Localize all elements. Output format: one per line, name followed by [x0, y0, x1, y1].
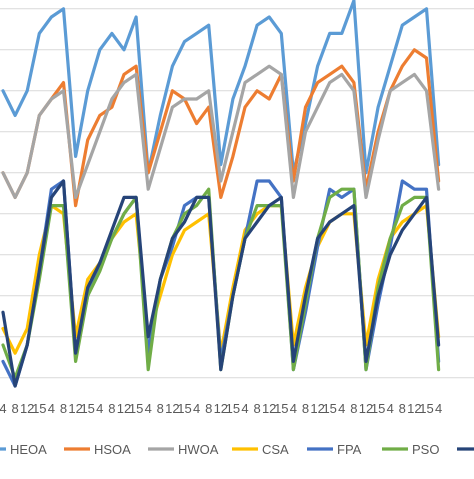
- x-tick-label: 15: [80, 401, 94, 416]
- x-tick-label: 15: [226, 401, 240, 416]
- x-tick-label: 15: [322, 401, 336, 416]
- x-tick-label: 12: [407, 401, 421, 416]
- x-tick-label: 4: [48, 401, 55, 416]
- series-line-hwoa: [1, 64, 441, 199]
- x-tick-label: 8: [399, 401, 406, 416]
- legend-label-fpa: FPA: [337, 442, 362, 457]
- x-tick-label: 15: [274, 401, 288, 416]
- x-tick-label: 12: [262, 401, 276, 416]
- legend: HEOA HSOA HWOA CSA FPA PSO: [0, 442, 474, 457]
- x-tick-label: 12: [359, 401, 373, 416]
- x-tick-label: 12: [117, 401, 131, 416]
- legend-label-pso: PSO: [412, 442, 439, 457]
- x-tick-label: 4: [387, 401, 394, 416]
- x-tick-label: 8: [350, 401, 357, 416]
- x-tick-label: 12: [214, 401, 228, 416]
- x-tick-label: 4: [241, 401, 248, 416]
- x-tick-label: 12: [68, 401, 82, 416]
- x-tick-label: 8: [11, 401, 18, 416]
- x-tick-label: 8: [60, 401, 67, 416]
- legend-label-heoa: HEOA: [10, 442, 47, 457]
- x-tick-label: 12: [165, 401, 179, 416]
- x-tick-label: 8: [205, 401, 212, 416]
- plot-area: [1, 0, 441, 388]
- x-tick-label: 4: [193, 401, 200, 416]
- x-tick-label: 15: [177, 401, 191, 416]
- x-tick-label: 15: [371, 401, 385, 416]
- x-tick-label: 15: [32, 401, 46, 416]
- x-tick-label: 4: [145, 401, 152, 416]
- x-tick-label: 8: [302, 401, 309, 416]
- series-line-series-7: [1, 179, 441, 388]
- x-tick-label: 4: [96, 401, 103, 416]
- x-tick-label: 12: [20, 401, 34, 416]
- legend-label-hsoa: HSOA: [94, 442, 131, 457]
- x-tick-label: 8: [253, 401, 260, 416]
- x-tick-label: 4: [0, 401, 7, 416]
- x-tick-label: 8: [157, 401, 164, 416]
- x-tick-label: 12: [310, 401, 324, 416]
- x-tick-label: 4: [290, 401, 297, 416]
- x-tick-label: 15: [419, 401, 433, 416]
- legend-label-hwoa: HWOA: [178, 442, 219, 457]
- series-line-heoa: [1, 0, 441, 175]
- x-tick-label: 4: [435, 401, 442, 416]
- x-tick-label: 4: [338, 401, 345, 416]
- legend-label-csa: CSA: [262, 442, 289, 457]
- x-tick-label: 8: [108, 401, 115, 416]
- x-tick-label: 15: [129, 401, 143, 416]
